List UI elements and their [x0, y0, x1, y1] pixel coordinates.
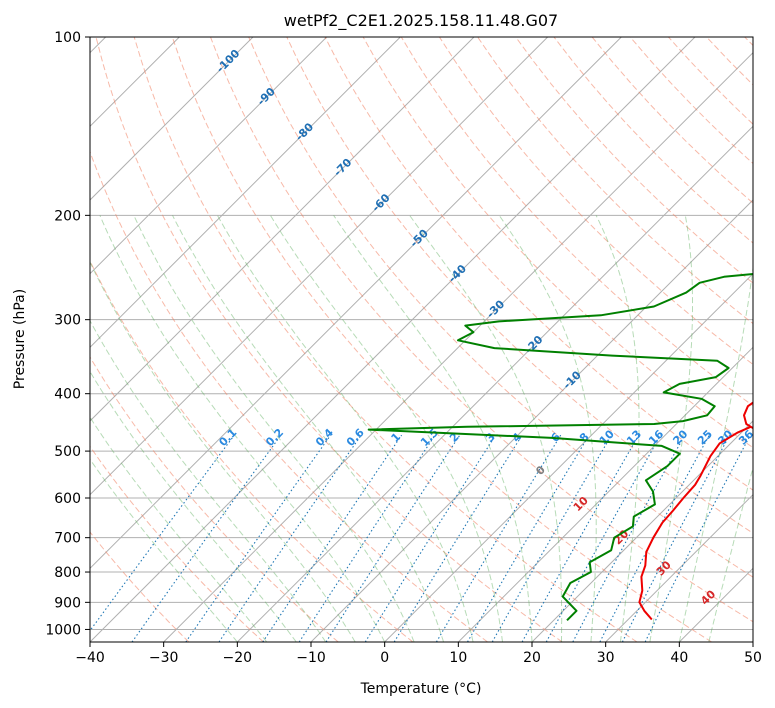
dry-adiabat-line — [95, 37, 563, 642]
y-tick-label: 1000 — [45, 622, 81, 638]
x-tick-label: −30 — [149, 650, 179, 666]
moist-adiabat-line — [172, 215, 445, 642]
moist-adiabat-line — [90, 416, 268, 642]
x-tick-label: −20 — [223, 650, 253, 666]
isotherm-line — [457, 346, 753, 642]
moist-adiabat-line — [595, 215, 640, 642]
axis-ticks: −40 −30 −20 −10 0 10 20 30 40 50 100 200 300 400 500 60… — [45, 30, 762, 666]
mixing-ratio-line — [644, 434, 751, 642]
mixing-ratio-line — [325, 434, 461, 642]
moist-adiabat-line — [216, 215, 474, 642]
y-tick-label: 300 — [54, 313, 81, 329]
isotherm-line — [90, 37, 328, 275]
isotherm-line — [90, 37, 622, 570]
dry-adiabat-line — [133, 37, 638, 642]
y-tick-label: 400 — [54, 387, 81, 403]
moist-adiabat-line — [90, 319, 327, 642]
mixing-ratio-line — [90, 434, 235, 632]
x-tick-label: 10 — [449, 650, 467, 666]
y-tick-label: 700 — [54, 531, 81, 547]
y-tick-label: 600 — [54, 491, 81, 507]
isotherm-line — [90, 37, 254, 201]
moist-adiabat-line — [649, 215, 693, 642]
mixing-ratio-line — [572, 434, 686, 642]
moist-adiabat-line — [90, 260, 356, 642]
dry-adiabat-line — [515, 37, 753, 284]
dry-adiabat-line — [400, 37, 753, 407]
x-tick-label: 40 — [670, 650, 688, 666]
mixing-ratio-line — [545, 434, 662, 642]
dry-adiabat-line — [90, 259, 414, 642]
y-tick-label: 900 — [54, 595, 81, 611]
mixing-ratio-line — [621, 434, 731, 642]
moist-adiabat-line — [269, 215, 503, 642]
isotherm-line — [90, 37, 475, 422]
dry-adiabat-line — [90, 356, 339, 642]
mixing-ratio-line — [218, 434, 362, 642]
moist-adiabat-line — [708, 465, 753, 642]
mixing-ratio-line — [393, 434, 523, 642]
isotherm-line — [163, 51, 753, 642]
isotherm-line — [236, 125, 753, 642]
x-tick-label: 0 — [380, 650, 389, 666]
dry-adiabat-line — [90, 445, 264, 642]
x-tick-label: 30 — [597, 650, 615, 666]
isotherm-line — [605, 493, 753, 642]
isotherm-line — [90, 37, 696, 642]
y-tick-label: 800 — [54, 565, 81, 581]
y-tick-label: 200 — [54, 208, 81, 224]
mixing-ratio-line — [364, 434, 497, 642]
y-tick-label: 500 — [54, 444, 81, 460]
x-tick-label: 50 — [744, 650, 762, 666]
moist-adiabat-line — [90, 458, 238, 642]
moist-adiabat-line — [678, 264, 753, 642]
isotherm-line — [90, 37, 549, 496]
chart-title: wetPf2_C2E1.2025.158.11.48.G07 — [284, 11, 558, 31]
dry-adiabat-line — [438, 37, 753, 366]
plot-frame — [89, 36, 754, 643]
dry-adiabat-line — [210, 37, 753, 623]
mixing-ratio-line — [491, 434, 613, 642]
dry-adiabat-line — [248, 37, 753, 578]
moist-adiabat-line — [133, 215, 415, 642]
y-tick-label: 100 — [54, 30, 81, 46]
y-axis-label: Pressure (hPa) — [12, 289, 28, 389]
mixing-ratio-line — [521, 434, 640, 642]
dewpoint-profile-line — [367, 272, 753, 622]
temperature-profile-line — [638, 401, 753, 621]
x-tick-label: −40 — [75, 650, 105, 666]
x-tick-label: −10 — [296, 650, 326, 666]
plot-area: 0.1 0.2 0.4 0.6 1 1.5 2 3 4 6 8 10 13 16 20 25 30 36-100-… — [90, 37, 753, 642]
x-tick-label: 20 — [523, 650, 541, 666]
mixing-ratio-line — [185, 434, 332, 642]
dry-adiabat-line — [286, 37, 753, 534]
isotherm-line — [384, 272, 753, 642]
isotherm-line — [531, 420, 753, 642]
mixing-ratio-line — [435, 434, 562, 642]
moist-adiabat-line — [90, 370, 297, 642]
dry-adiabat-line — [171, 37, 712, 642]
mixing-ratio-line — [467, 434, 590, 642]
dry-adiabat-line — [90, 531, 190, 642]
isotherm-line — [90, 37, 401, 349]
moist-adiabat-line — [333, 215, 533, 642]
moist-adiabat-line — [409, 215, 563, 642]
dry-adiabat-line — [90, 150, 488, 642]
x-axis-label: Temperature (°C) — [360, 681, 482, 697]
